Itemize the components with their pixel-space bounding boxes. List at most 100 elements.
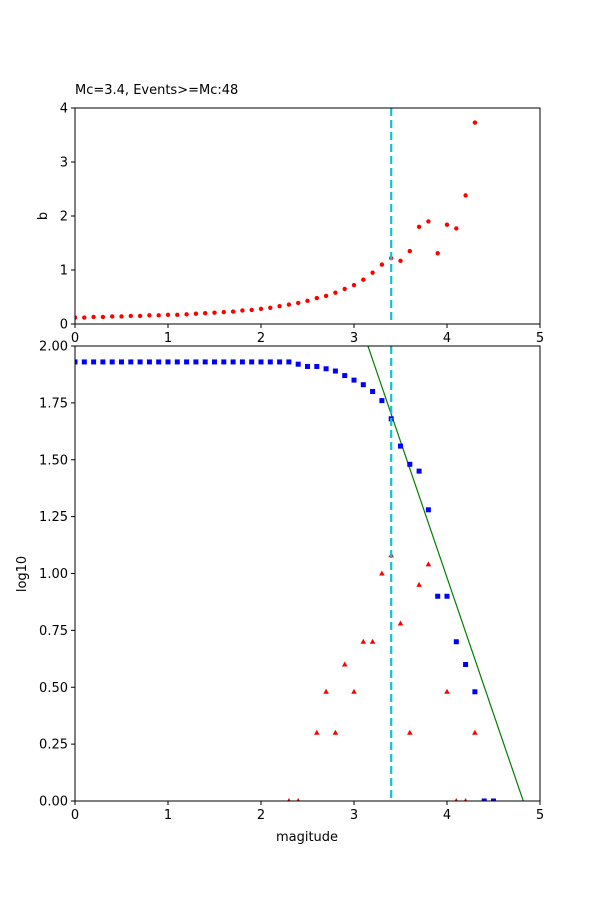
top-xtick-label: 1 (164, 331, 172, 346)
bottom-ytick-label: 0.25 (39, 738, 68, 753)
cumulative-point (193, 359, 199, 365)
b-value-point (398, 258, 403, 264)
cumulative-point (491, 798, 496, 801)
b-value-point (333, 290, 338, 295)
top-xtick-label: 5 (536, 331, 544, 346)
cumulative-point (463, 662, 469, 667)
cumulative-point (295, 361, 301, 367)
noncumulative-point (323, 688, 329, 694)
cumulative-point (351, 377, 357, 383)
b-value-point (361, 277, 366, 282)
noncumulative-point (407, 729, 413, 735)
top-plot-area: 0 1 2 3 4 5 0 1 2 3 4 (60, 102, 544, 347)
bottom-xtick-label: 1 (164, 808, 172, 823)
cumulative-point (370, 389, 376, 394)
b-value-point (444, 222, 450, 227)
b-value-point (463, 193, 468, 198)
b-value-point (203, 311, 208, 316)
cumulative-point (323, 366, 329, 372)
top-xtick-label: 0 (71, 331, 79, 346)
noncumulative-point (397, 620, 404, 626)
cumulative-point (472, 689, 478, 695)
cumulative-point (277, 359, 283, 365)
b-value-point (454, 226, 459, 231)
noncumulative-point (463, 798, 468, 801)
b-value-chart: Mc=3.4, Events>=Mc:48 b 0 1 2 3 4 5 0 1 2 3 4 (36, 83, 544, 346)
b-value-point (370, 270, 375, 275)
cumulative-point (360, 382, 366, 388)
cumulative-point (267, 359, 273, 365)
b-value-point (296, 300, 301, 306)
bottom-ytick-label: 0.00 (39, 795, 68, 810)
b-value-point (212, 310, 217, 315)
b-value-point (230, 309, 236, 314)
cumulative-point (314, 363, 320, 369)
b-value-point (156, 313, 161, 318)
b-value-point (184, 312, 189, 317)
bottom-ytick-label: 1.50 (39, 453, 68, 468)
noncumulative-point (454, 798, 458, 801)
cumulative-point (407, 461, 413, 467)
cumulative-point (239, 359, 245, 365)
b-value-point (258, 306, 264, 312)
noncumulative-point (444, 688, 450, 694)
noncumulative-point (472, 729, 478, 735)
top-xtick-label: 4 (443, 331, 451, 346)
cumulative-point (286, 359, 292, 365)
b-value-point (416, 224, 422, 229)
noncumulative-point (314, 729, 320, 735)
cumulative-point (212, 359, 217, 365)
top-ytick-label: 1 (60, 264, 68, 279)
cumulative-point (156, 359, 162, 365)
top-chart-ylabel: b (36, 212, 51, 220)
bottom-xtick-label: 5 (536, 808, 544, 823)
b-value-point (221, 309, 226, 315)
top-chart-title: Mc=3.4, Events>=Mc:48 (75, 83, 238, 98)
bottom-xtick-label: 4 (443, 808, 451, 823)
b-value-point (82, 315, 87, 320)
cumulative-point (453, 639, 459, 645)
cumulative-point (444, 593, 450, 599)
cumulative-point (202, 359, 208, 365)
cumulative-point (481, 798, 487, 801)
top-chart-frame (74, 107, 541, 325)
fit-line (367, 346, 524, 801)
noncumulative-point (369, 638, 376, 644)
cumulative-point (398, 443, 403, 449)
b-value-point (147, 313, 152, 318)
noncumulative-point (341, 661, 348, 667)
bottom-chart-frame (74, 345, 541, 802)
b-value-point (91, 314, 96, 320)
noncumulative-point (351, 688, 357, 694)
bottom-ytick-label: 2.00 (39, 340, 68, 355)
b-value-point (426, 219, 431, 224)
cumulative-point (174, 359, 180, 365)
cumulative-point (146, 359, 152, 365)
cumulative-point (75, 359, 78, 365)
bottom-xtick-label: 3 (350, 808, 358, 823)
b-value-point (193, 311, 199, 316)
cumulative-point (249, 359, 255, 365)
b-value-point (351, 282, 357, 288)
b-value-point (249, 307, 254, 313)
cumulative-point (258, 359, 264, 365)
b-value-point (268, 305, 273, 310)
b-value-point (305, 298, 310, 303)
bottom-xtick-label: 2 (257, 808, 265, 823)
noncumulative-point (379, 570, 385, 576)
b-value-point (137, 313, 143, 319)
cumulative-point (165, 359, 171, 365)
noncumulative-point (425, 561, 432, 567)
top-ytick-label: 3 (60, 156, 68, 171)
cumulative-point (379, 398, 385, 404)
top-xtick-label: 3 (350, 331, 358, 346)
cumulative-point (128, 359, 134, 365)
top-ytick-label: 2 (60, 210, 68, 225)
noncumulative-point (287, 798, 291, 801)
b-value-point (128, 313, 133, 319)
bottom-plot-area: 0 1 2 3 4 5 0.00 0.25 0.50 0.75 1.00 1.25 1.50 1.75 2.… (39, 340, 544, 824)
bottom-ytick-label: 1.25 (39, 510, 68, 525)
b-value-point (119, 314, 124, 319)
